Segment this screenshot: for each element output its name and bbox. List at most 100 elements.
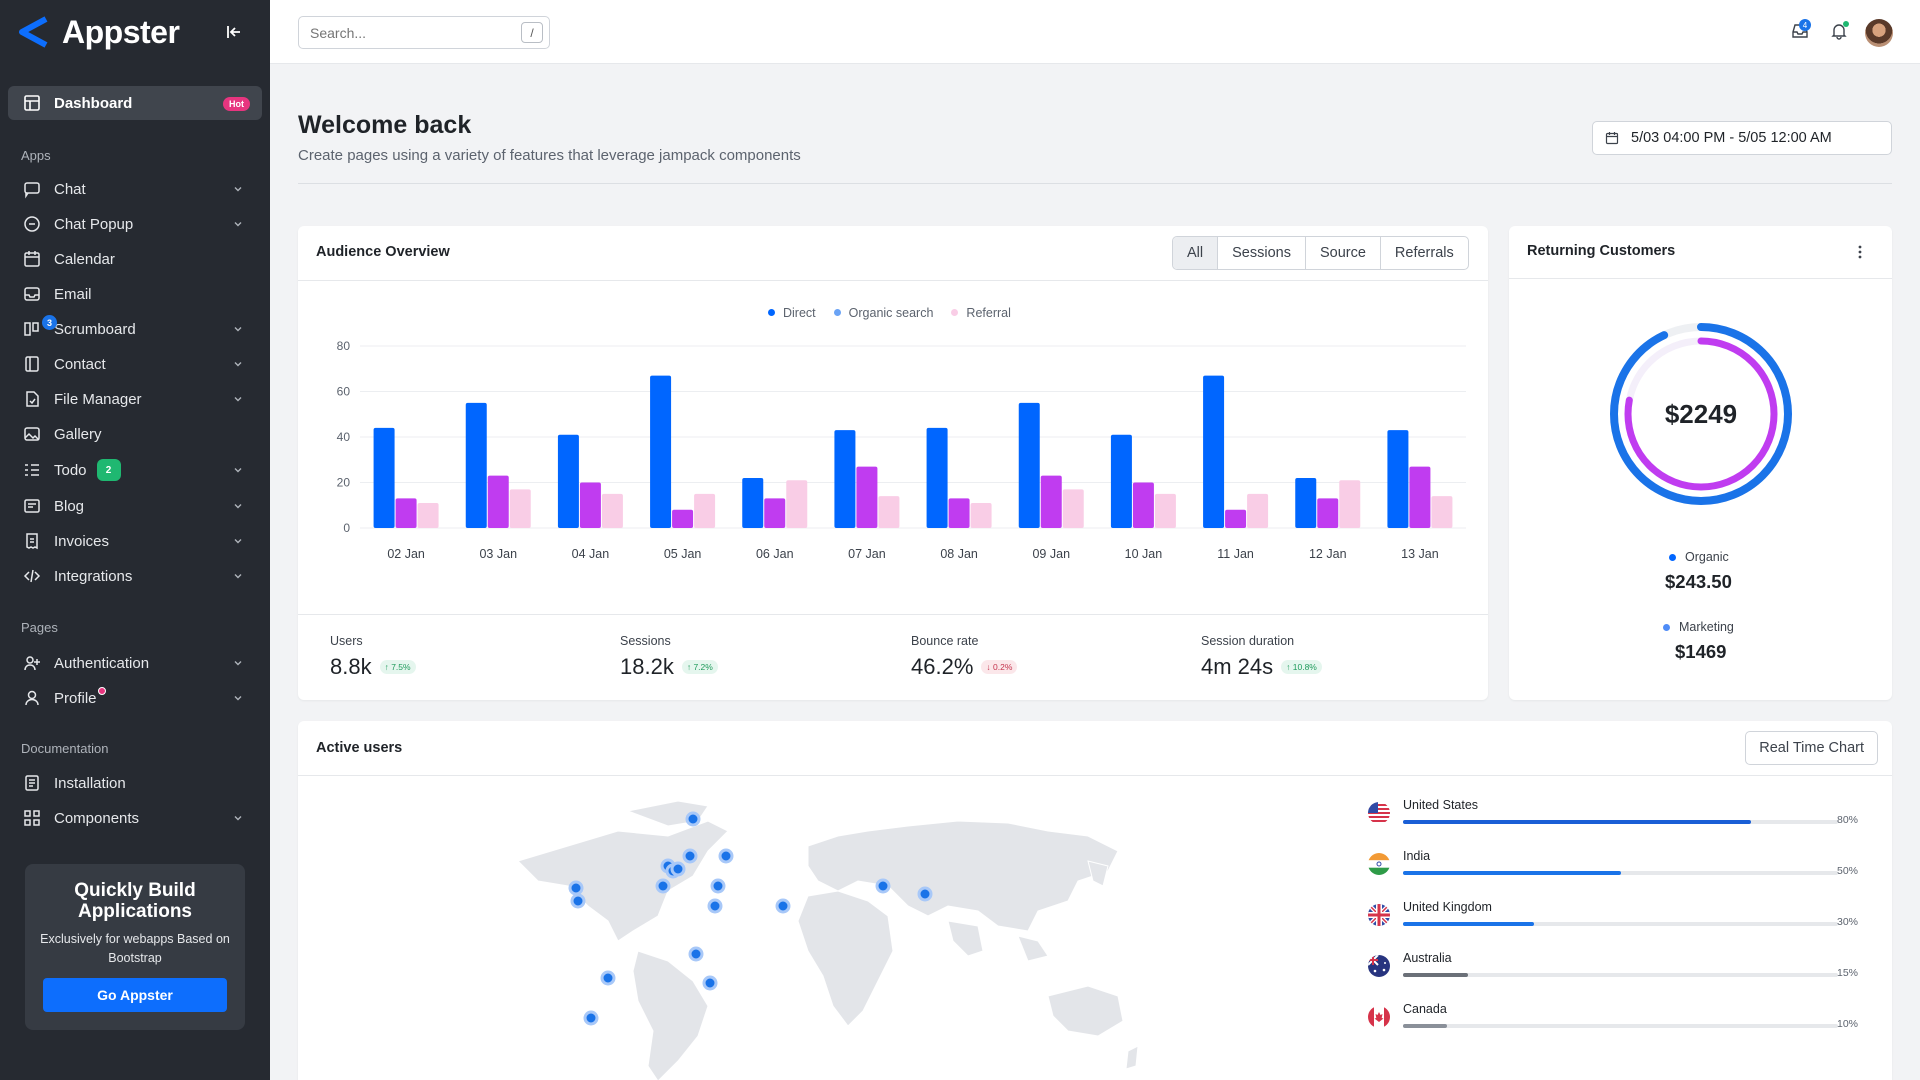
bar-direct[interactable] — [742, 477, 764, 528]
sidebar-item-todo[interactable]: Todo 2 — [8, 454, 262, 486]
legend-item-organic-search[interactable]: Organic search — [833, 306, 933, 320]
bar-referral[interactable] — [970, 502, 992, 528]
todo-icon — [22, 460, 42, 480]
map-location-point[interactable] — [685, 811, 701, 827]
bar-organic-search[interactable] — [395, 498, 417, 528]
bar-direct[interactable] — [1110, 434, 1132, 528]
map-location-point[interactable] — [718, 848, 734, 864]
date-range-picker[interactable]: 5/03 04:00 PM - 5/05 12:00 AM — [1592, 121, 1892, 155]
map-location-point[interactable] — [682, 848, 698, 864]
map-location-point[interactable] — [670, 861, 686, 877]
sidebar-item-label: Gallery — [54, 425, 102, 443]
go-appster-button[interactable]: Go Appster — [43, 978, 227, 1012]
bar-referral[interactable] — [1154, 493, 1176, 528]
bar-referral[interactable] — [878, 496, 900, 528]
tab-all[interactable]: All — [1173, 237, 1219, 269]
map-location-point[interactable] — [583, 1010, 599, 1026]
bar-referral[interactable] — [1431, 496, 1453, 528]
sidebar-item-email[interactable]: Email — [8, 278, 262, 310]
map-location-point[interactable] — [710, 878, 726, 894]
map-location-point[interactable] — [702, 975, 718, 991]
sidebar-item-installation[interactable]: Installation — [8, 767, 262, 799]
bar-direct[interactable] — [1387, 430, 1409, 528]
bar-direct[interactable] — [1018, 402, 1040, 528]
bar-referral[interactable] — [1062, 489, 1084, 528]
bar-direct[interactable] — [1203, 375, 1225, 528]
bar-organic-search[interactable] — [1225, 509, 1247, 528]
bar-direct[interactable] — [834, 430, 856, 528]
sidebar-item-components[interactable]: Components — [8, 802, 262, 834]
bar-direct[interactable] — [557, 434, 579, 528]
bar-organic-search[interactable] — [764, 498, 786, 528]
search-input[interactable] — [310, 24, 510, 41]
bar-organic-search[interactable] — [948, 498, 970, 528]
bar-organic-search[interactable] — [487, 475, 509, 528]
more-options-icon[interactable] — [1858, 244, 1862, 260]
promo-text: Exclusively for webapps Based on Bootstr… — [40, 932, 230, 965]
bar-referral[interactable] — [786, 480, 808, 528]
chevron-down-icon — [234, 661, 242, 666]
bar-referral[interactable] — [509, 489, 531, 528]
file-manager-icon — [22, 389, 42, 409]
map-location-point[interactable] — [917, 886, 933, 902]
date-range-value: 5/03 04:00 PM - 5/05 12:00 AM — [1631, 130, 1832, 146]
sidebar-item-profile[interactable]: Profile — [8, 682, 262, 714]
map-location-point[interactable] — [875, 878, 891, 894]
bell-icon[interactable] — [1830, 22, 1848, 40]
bar-organic-search[interactable] — [1040, 475, 1062, 528]
legend-item-referral[interactable]: Referral — [951, 306, 1011, 320]
bar-organic-search[interactable] — [672, 509, 694, 528]
sidebar-item-authentication[interactable]: Authentication — [8, 647, 262, 679]
sidebar-item-chat[interactable]: Chat — [8, 173, 262, 205]
bar-organic-search[interactable] — [1409, 466, 1431, 528]
inbox-icon[interactable] — [1791, 22, 1809, 40]
bar-referral[interactable] — [1339, 480, 1361, 528]
bar-organic-search[interactable] — [856, 466, 878, 528]
bar-organic-search[interactable] — [579, 482, 601, 529]
bar-direct[interactable] — [373, 427, 395, 528]
sidebar-item-gallery[interactable]: Gallery — [8, 418, 262, 450]
sidebar-item-label: Integrations — [54, 567, 133, 585]
sidebar-item-contact[interactable]: Contact — [8, 348, 262, 380]
bar-direct[interactable] — [926, 427, 948, 528]
map-location-point[interactable] — [688, 946, 704, 962]
country-progress-fill — [1403, 973, 1469, 977]
sidebar-item-scrumboard[interactable]: Scrumboard 3 — [8, 313, 262, 345]
sidebar-item-invoices[interactable]: Invoices — [8, 525, 262, 557]
bar-organic-search[interactable] — [1132, 482, 1154, 529]
search-box[interactable]: / — [298, 16, 550, 49]
audience-tabs: All Sessions Source Referrals — [1172, 236, 1469, 270]
map-location-point[interactable] — [655, 878, 671, 894]
bar-referral[interactable] — [694, 493, 716, 528]
tab-referrals[interactable]: Referrals — [1394, 245, 1454, 261]
bar-referral[interactable] — [601, 493, 623, 528]
bar-direct[interactable] — [465, 402, 487, 528]
sidebar-item-file-manager[interactable]: File Manager — [8, 383, 262, 415]
country-name: United Kingdom — [1403, 900, 1492, 914]
sidebar-item-integrations[interactable]: Integrations — [8, 560, 262, 592]
map-location-point[interactable] — [570, 893, 586, 909]
bar-referral[interactable] — [1247, 493, 1269, 528]
map-location-point[interactable] — [707, 898, 723, 914]
legend-swatch — [833, 309, 841, 317]
tab-source[interactable]: Source — [1306, 237, 1381, 269]
map-location-point[interactable] — [775, 898, 791, 914]
sidebar-item-blog[interactable]: Blog — [8, 490, 262, 522]
tab-sessions[interactable]: Sessions — [1218, 237, 1306, 269]
sidebar-item-dashboard[interactable]: Dashboard Hot — [8, 86, 262, 120]
bar-direct[interactable] — [1295, 477, 1317, 528]
ring-arc-outer — [1610, 323, 1792, 505]
legend-item-direct[interactable]: Direct — [768, 306, 816, 320]
sidebar-item-label: Blog — [54, 497, 85, 515]
brand[interactable]: Appster — [0, 0, 270, 64]
map-location-point[interactable] — [600, 970, 616, 986]
real-time-chart-button[interactable]: Real Time Chart — [1745, 731, 1878, 765]
bar-direct[interactable] — [650, 375, 672, 528]
avatar[interactable] — [1865, 19, 1893, 47]
map-location-point[interactable] — [568, 880, 584, 896]
sidebar-item-calendar[interactable]: Calendar — [8, 243, 262, 275]
sidebar-item-chat-popup[interactable]: Chat Popup — [8, 208, 262, 240]
bar-organic-search[interactable] — [1317, 498, 1339, 528]
bar-referral[interactable] — [417, 502, 439, 528]
collapse-sidebar-icon[interactable] — [224, 22, 244, 42]
